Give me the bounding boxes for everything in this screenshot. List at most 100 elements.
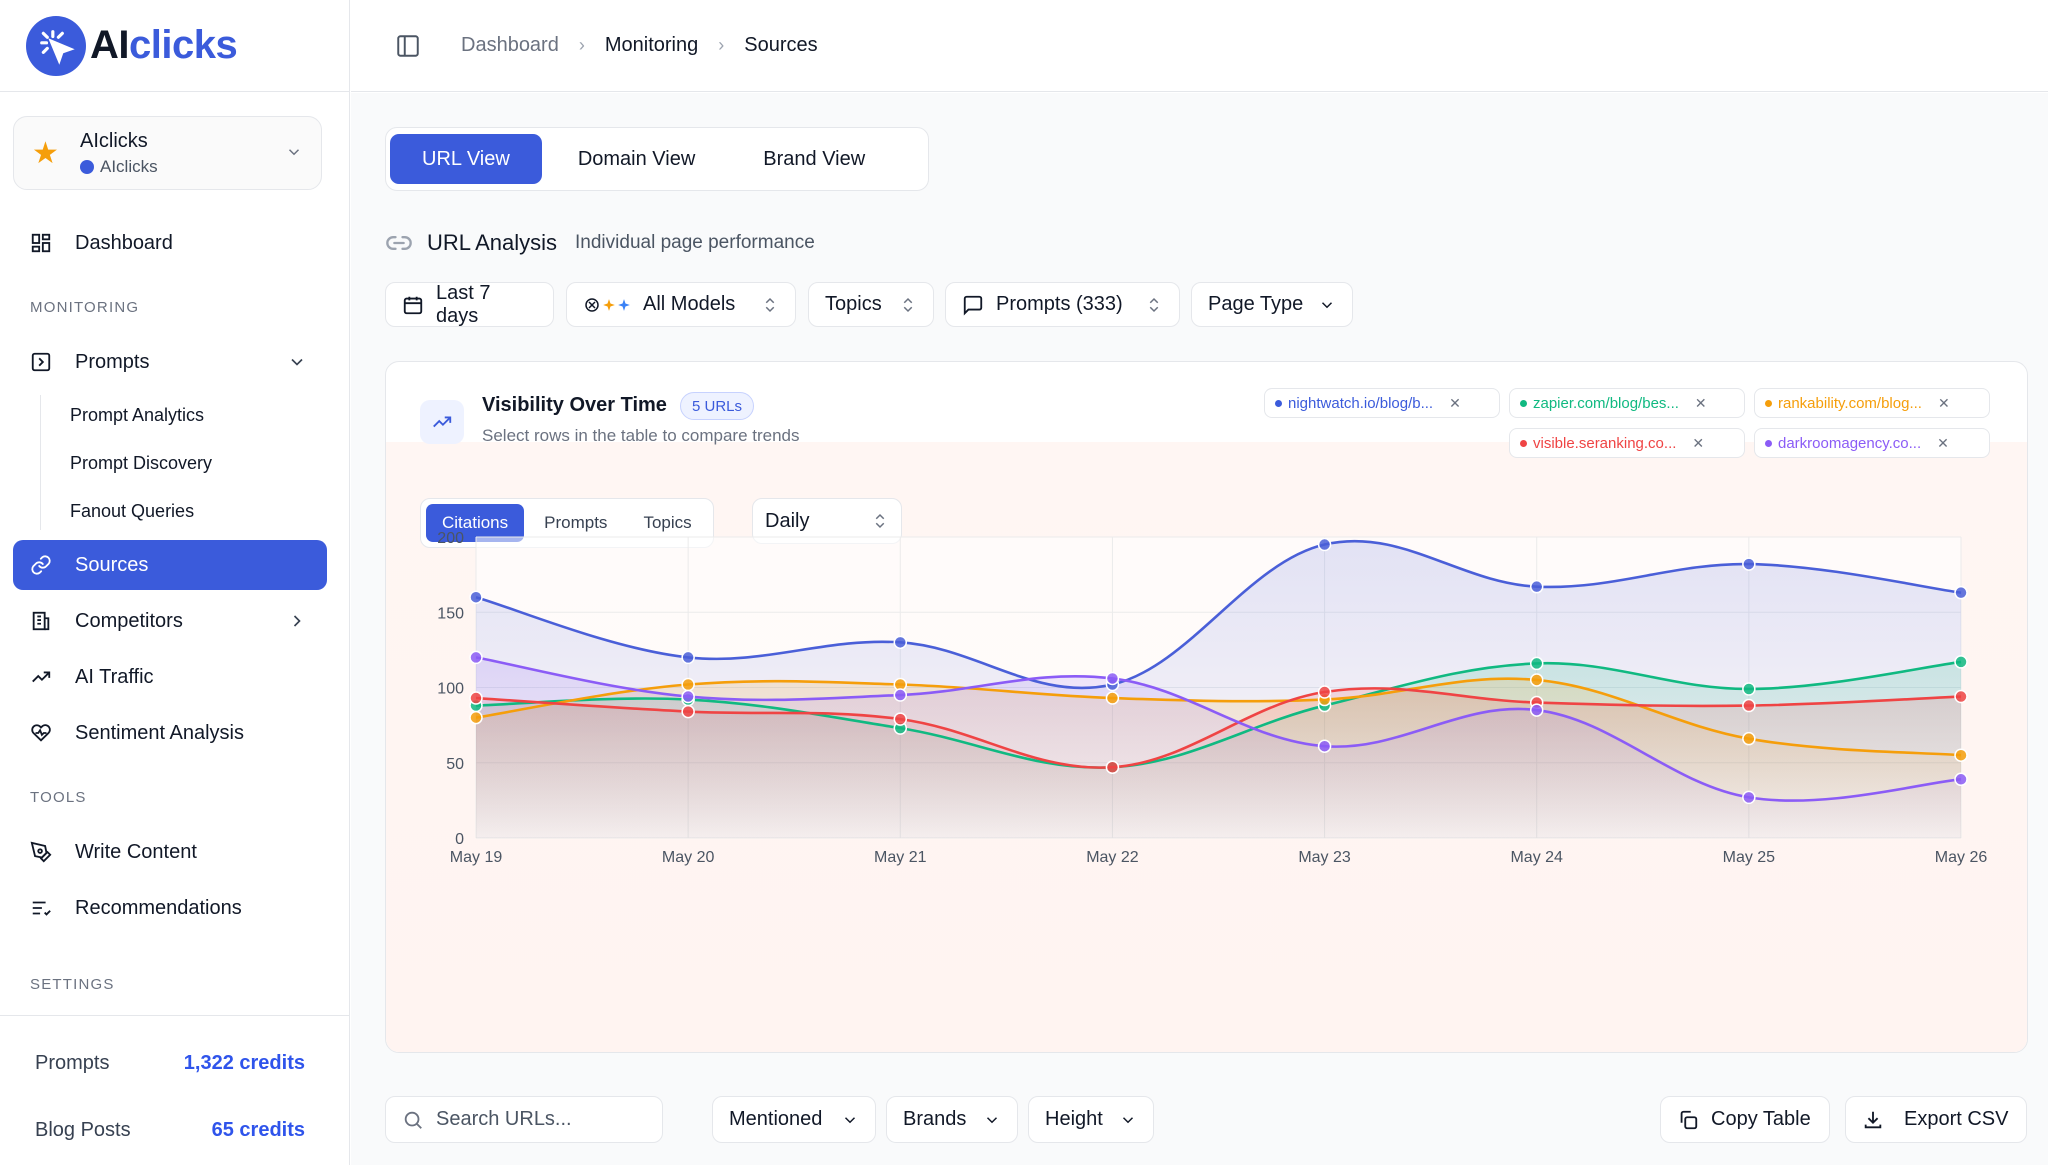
tab-domain-view[interactable]: Domain View — [577, 147, 696, 170]
export-csv-button[interactable]: Export CSV — [1845, 1096, 2027, 1143]
search-icon — [402, 1109, 424, 1131]
sidebar-item-dashboard[interactable]: Dashboard — [13, 218, 327, 268]
close-icon[interactable]: ✕ — [1449, 394, 1461, 411]
sidebar-subitem-prompt-discovery[interactable]: Prompt Discovery — [70, 453, 213, 473]
ai-models-icon — [583, 296, 631, 314]
tab-citations[interactable]: Citations — [426, 504, 525, 542]
sidebar-subitem-fanout-queries[interactable]: Fanout Queries — [70, 501, 195, 521]
sidebar-item-ai-traffic[interactable]: AI Traffic — [13, 652, 327, 702]
frequency-label: Daily — [765, 509, 810, 532]
data-point — [1742, 682, 1756, 696]
workspace-name: AIclicks — [80, 129, 148, 152]
sidebar-item-sentiment-analysis[interactable]: Sentiment Analysis — [13, 708, 327, 758]
url-chip[interactable]: nightwatch.io/blog/b... ✕ — [1264, 388, 1500, 418]
data-point — [1954, 689, 1968, 704]
close-icon[interactable]: ✕ — [1692, 434, 1705, 451]
chevron-down-icon — [285, 143, 303, 166]
data-point — [681, 650, 695, 665]
visibility-line-chart: 0 50 100 150 200 May 19 May 20 May 21 May 22 May … — [437, 530, 1987, 866]
series-line — [475, 687, 1962, 769]
mentioned-filter[interactable]: Mentioned — [712, 1096, 876, 1143]
url-chip[interactable]: rankability.com/blog... ✕ — [1754, 388, 1990, 418]
close-icon[interactable]: ✕ — [1937, 434, 1949, 451]
topics-label: Topics — [825, 293, 882, 315]
trending-up-icon — [29, 665, 53, 689]
sidebar-subitem-prompt-analytics[interactable]: Prompt Analytics — [70, 405, 205, 425]
data-point — [1317, 739, 1332, 753]
x-tick-label: May 23 — [1298, 849, 1351, 866]
list-check-icon — [29, 896, 53, 920]
mentioned-label: Mentioned — [729, 1108, 823, 1130]
tab-url-view[interactable]: URL View — [390, 134, 542, 184]
breadcrumb-monitoring[interactable]: Monitoring — [604, 34, 699, 56]
sidebar-item-sources[interactable]: Sources — [13, 540, 327, 590]
x-tick-label: May 24 — [1510, 849, 1563, 866]
data-point — [893, 635, 908, 650]
search-input[interactable] — [436, 1108, 676, 1131]
url-chip[interactable]: darkroomagency.co... ✕ — [1754, 428, 1990, 458]
credit-label: Prompts — [35, 1052, 110, 1074]
legend-dot — [1765, 399, 1772, 407]
date-range-label: Last 7 days — [436, 281, 491, 327]
section-label-tools: TOOLS — [30, 789, 87, 806]
data-point — [1954, 655, 1968, 669]
series-line — [475, 539, 1962, 690]
copy-table-button[interactable]: Copy Table — [1660, 1096, 1830, 1143]
tab-brand-view[interactable]: Brand View — [763, 147, 866, 170]
tab-prompts[interactable]: Prompts — [544, 513, 608, 532]
sidebar-toggle-icon[interactable] — [395, 33, 421, 59]
chart-title: Visibility Over Time — [482, 394, 667, 416]
calendar-icon — [402, 294, 424, 316]
sidebar-item-competitors[interactable]: Competitors — [13, 596, 327, 646]
date-range-filter[interactable]: Last 7 days — [385, 282, 554, 327]
legend-dot — [1765, 439, 1772, 447]
height-label: Height — [1045, 1108, 1103, 1130]
sidebar-item-prompts[interactable]: Prompts — [13, 337, 327, 387]
legend-dot — [1520, 439, 1527, 447]
series-line — [475, 656, 1962, 802]
breadcrumb-dashboard[interactable]: Dashboard — [461, 34, 559, 56]
series-line — [475, 660, 1962, 769]
sidebar-item-label: AI Traffic — [75, 665, 154, 688]
workspace-switcher[interactable]: ★ AIclicks AIclicks — [13, 116, 322, 190]
sidebar-item-write-content[interactable]: Write Content — [13, 827, 327, 877]
url-chip-label: nightwatch.io/blog/b... — [1288, 394, 1434, 412]
chevron-updown-icon — [1145, 296, 1163, 314]
url-chip[interactable]: zapier.com/blog/bes... ✕ — [1509, 388, 1745, 418]
series-line — [475, 677, 1962, 757]
topics-filter[interactable]: Topics — [808, 282, 934, 327]
logo[interactable]: AIclicks — [0, 0, 349, 92]
subnav-line — [40, 395, 41, 530]
view-toggle: URL View Domain View Brand View — [385, 127, 929, 191]
section-subtitle: Individual page performance — [575, 232, 815, 253]
x-tick-label: May 19 — [450, 849, 503, 866]
data-point — [1954, 585, 1968, 600]
data-point — [1742, 698, 1756, 713]
tab-topics[interactable]: Topics — [643, 513, 692, 532]
data-point — [469, 691, 483, 705]
heart-pulse-icon — [29, 721, 53, 745]
search-field[interactable] — [385, 1096, 676, 1143]
frequency-select[interactable]: Daily — [752, 498, 902, 544]
height-filter[interactable]: Height — [1028, 1096, 1154, 1143]
brands-filter[interactable]: Brands — [886, 1096, 1018, 1143]
x-tick-label: May 25 — [1723, 849, 1776, 866]
sidebar-item-recommendations[interactable]: Recommendations — [13, 883, 327, 933]
close-icon[interactable]: ✕ — [1694, 394, 1707, 411]
series-area — [476, 657, 1961, 838]
trending-up-icon — [420, 400, 464, 444]
star-icon: ★ — [32, 136, 59, 170]
data-point — [1529, 579, 1544, 594]
sidebar-item-label: Sources — [75, 553, 149, 576]
url-chip-label: visible.seranking.co... — [1533, 434, 1677, 452]
building-icon — [29, 609, 53, 633]
prompts-filter[interactable]: Prompts (333) — [945, 282, 1180, 327]
sidebar-item-label: Competitors — [75, 609, 183, 632]
close-icon[interactable]: ✕ — [1937, 394, 1950, 411]
page-type-filter[interactable]: Page Type — [1191, 282, 1353, 327]
url-chip[interactable]: visible.seranking.co... ✕ — [1509, 428, 1745, 458]
chevron-right-icon — [287, 611, 307, 637]
link-icon — [29, 553, 53, 577]
models-filter[interactable]: All Models — [566, 282, 796, 327]
terminal-icon — [29, 350, 53, 374]
